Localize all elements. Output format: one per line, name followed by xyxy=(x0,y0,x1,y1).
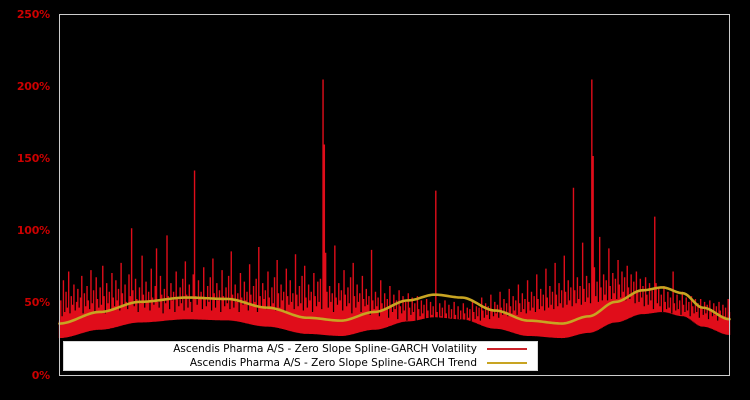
y-axis-tick-label: 50% xyxy=(24,296,50,310)
legend-label-volatility: Ascendis Pharma A/S - Zero Slope Spline-… xyxy=(173,343,477,355)
legend-swatch-volatility xyxy=(487,348,527,350)
legend-item-volatility: Ascendis Pharma A/S - Zero Slope Spline-… xyxy=(64,342,531,356)
y-axis-tick-label: 200% xyxy=(16,79,50,93)
legend-label-trend: Ascendis Pharma A/S - Zero Slope Spline-… xyxy=(189,357,477,369)
y-axis-tick-label: 250% xyxy=(16,7,50,21)
plot-frame xyxy=(59,14,730,376)
trend-series xyxy=(58,286,731,325)
legend-swatch-trend xyxy=(487,362,527,364)
y-axis-tick-label: 0% xyxy=(31,368,50,382)
y-axis-tick-label: 100% xyxy=(16,224,50,238)
series-layer xyxy=(58,79,731,339)
y-axis-tick-label: 150% xyxy=(16,151,50,165)
legend-item-trend: Ascendis Pharma A/S - Zero Slope Spline-… xyxy=(64,356,531,370)
chart-legend: Ascendis Pharma A/S - Zero Slope Spline-… xyxy=(63,341,538,371)
